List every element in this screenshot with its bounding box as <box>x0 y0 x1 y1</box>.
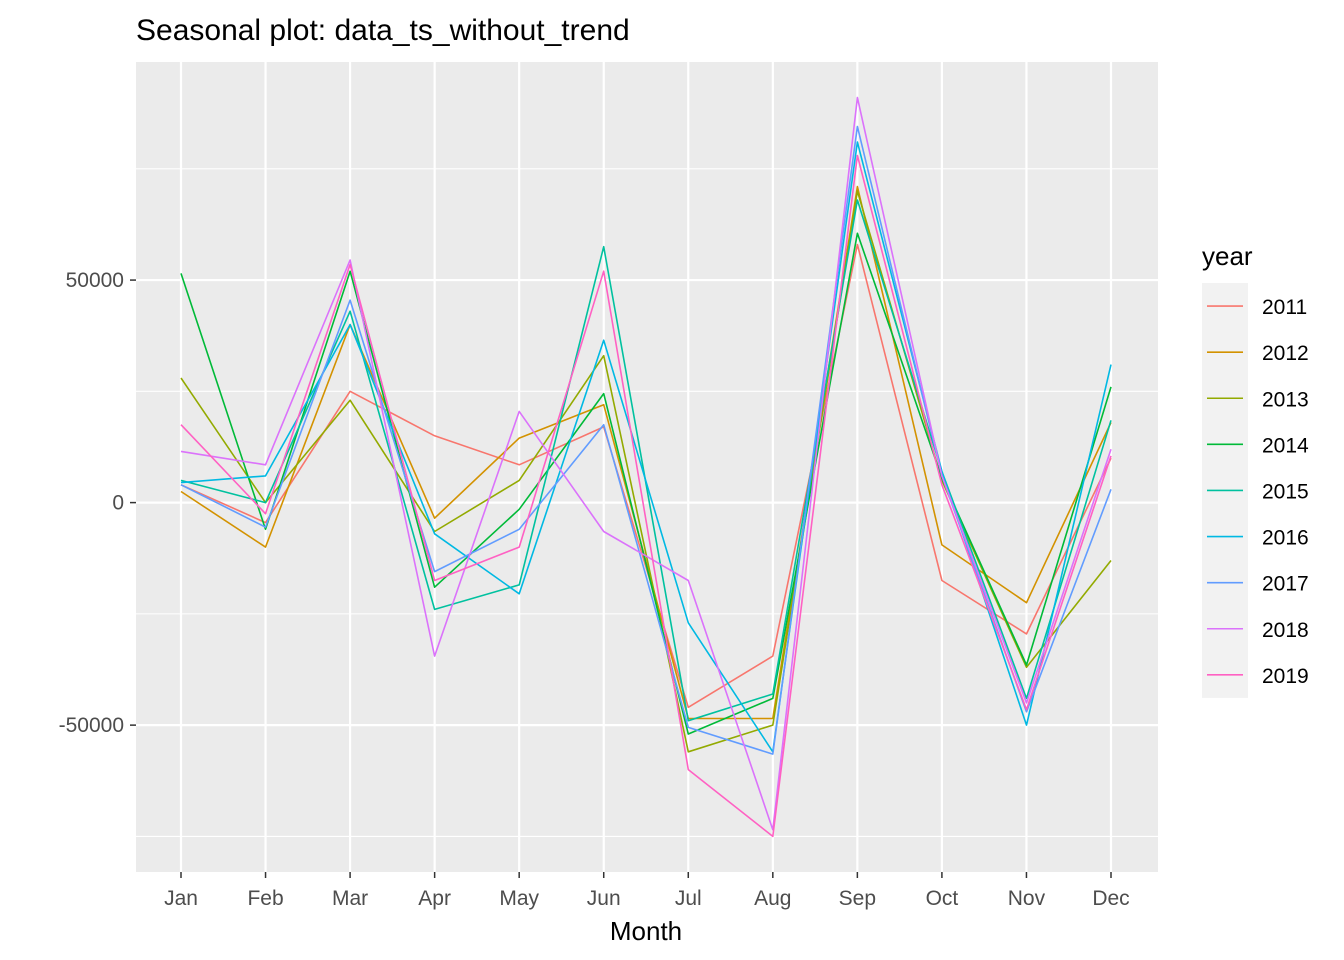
x-tick-label: Aug <box>754 887 791 910</box>
legend-title: year <box>1202 241 1253 271</box>
legend-label-2015: 2015 <box>1262 480 1309 503</box>
major-gridlines <box>136 62 1158 872</box>
x-axis-ticks: Jan Feb Mar Apr May Jun Jul Aug Sep Oct Nov Dec <box>164 872 1130 910</box>
series-line-2018 <box>180 96 1112 831</box>
series-lines <box>180 96 1112 838</box>
plot-panel <box>136 62 1158 872</box>
x-tick-label: May <box>499 887 539 910</box>
y-axis-ticks: -50000 0 50000 <box>59 269 136 737</box>
x-tick-label: Oct <box>926 887 959 910</box>
y-tick-label: 50000 <box>66 269 124 292</box>
x-tick-label: Sep <box>839 887 876 910</box>
x-tick-label: Mar <box>332 887 368 910</box>
legend-label-2013: 2013 <box>1262 388 1309 411</box>
x-tick-label: Dec <box>1092 887 1129 910</box>
legend-label-2016: 2016 <box>1262 527 1309 550</box>
legend-label-2017: 2017 <box>1262 573 1309 596</box>
legend-label-2014: 2014 <box>1262 434 1309 457</box>
legend-label-2019: 2019 <box>1262 665 1309 688</box>
y-tick-label: -50000 <box>59 714 124 737</box>
x-tick-label: Nov <box>1008 887 1046 910</box>
series-line-2019 <box>180 154 1112 838</box>
x-tick-label: Jul <box>675 887 702 910</box>
legend-label-2012: 2012 <box>1262 342 1309 365</box>
legend: year 2011 2012 2013 2014 2015 2016 2017 2018 201… <box>1202 241 1309 698</box>
x-tick-label: Feb <box>247 887 283 910</box>
chart-title: Seasonal plot: data_ts_without_trend <box>136 14 630 47</box>
x-axis-title: Month <box>610 916 682 946</box>
legend-label-2018: 2018 <box>1262 619 1309 642</box>
legend-label-2011: 2011 <box>1262 296 1307 319</box>
x-tick-label: Apr <box>418 887 451 910</box>
y-tick-label: 0 <box>112 492 124 515</box>
x-tick-label: Jun <box>587 887 621 910</box>
x-tick-label: Jan <box>164 887 198 910</box>
